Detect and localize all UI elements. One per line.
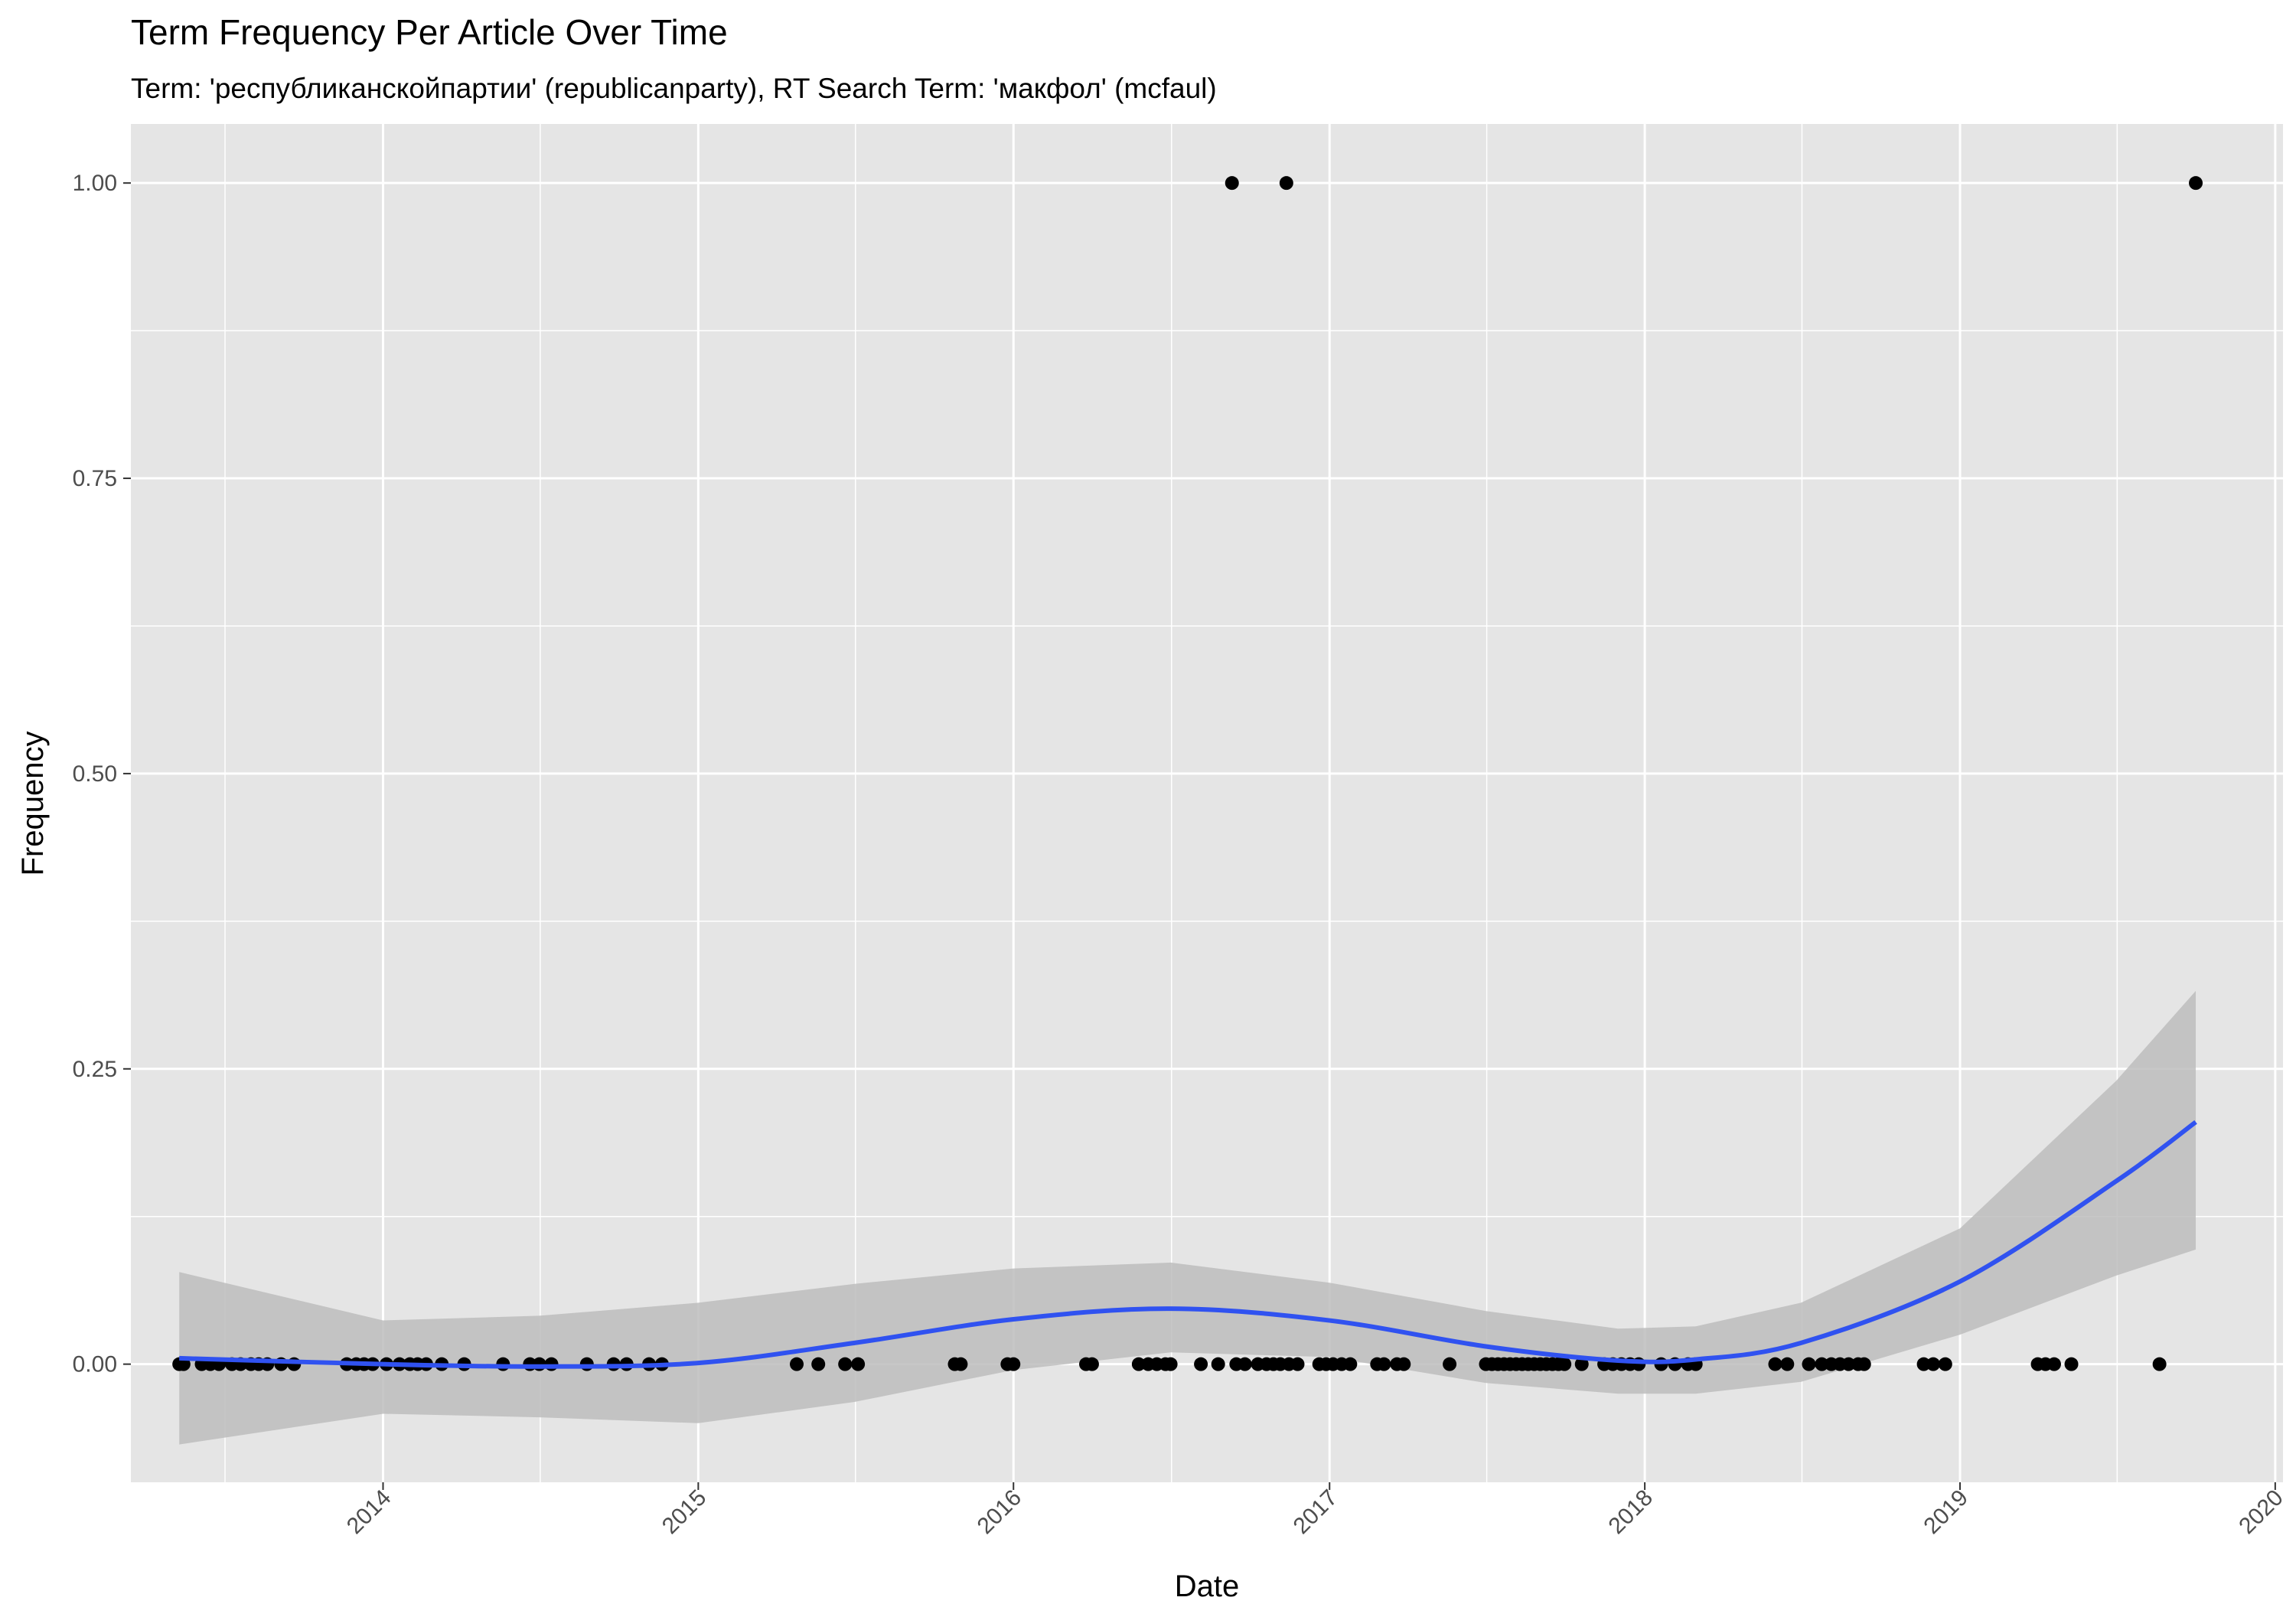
data-point xyxy=(1084,1357,1099,1371)
data-point xyxy=(544,1357,559,1371)
chart-subtitle: Term: 'республиканскойпартии' (republica… xyxy=(131,73,1217,104)
y-tick-label: 0.00 xyxy=(73,1352,117,1377)
data-point xyxy=(532,1357,546,1371)
smooth-trend-line xyxy=(179,1120,2197,1369)
data-point xyxy=(1238,1357,1252,1371)
data-point xyxy=(1443,1357,1457,1371)
data-point xyxy=(1211,1357,1225,1371)
data-point xyxy=(1938,1357,1952,1371)
y-tick-label: 1.00 xyxy=(73,171,117,196)
data-point xyxy=(1343,1357,1358,1371)
data-point xyxy=(1857,1357,1871,1371)
grid-lines xyxy=(131,124,2283,1513)
data-point xyxy=(1768,1357,1782,1371)
data-point xyxy=(2064,1357,2079,1371)
data-point xyxy=(2152,1357,2167,1371)
data-point xyxy=(1780,1357,1795,1371)
data-point xyxy=(2189,176,2203,191)
data-point xyxy=(2047,1357,2061,1371)
data-point xyxy=(851,1357,866,1371)
data-point xyxy=(1815,1357,1829,1371)
data-point xyxy=(1397,1357,1411,1371)
data-point xyxy=(1290,1357,1305,1371)
y-tick-label: 0.75 xyxy=(73,466,117,491)
data-point xyxy=(1131,1357,1146,1371)
data-point xyxy=(1225,176,1239,191)
y-tick-label: 0.25 xyxy=(73,1057,117,1082)
data-point xyxy=(1802,1357,1816,1371)
confidence-ribbon xyxy=(179,990,2197,1445)
data-point xyxy=(1557,1357,1572,1371)
data-point xyxy=(1926,1357,1940,1371)
data-point xyxy=(811,1357,826,1371)
data-point xyxy=(1916,1357,1931,1371)
data-point xyxy=(1574,1357,1589,1371)
data-point xyxy=(1279,176,1293,191)
data-point xyxy=(838,1357,853,1371)
data-point xyxy=(1006,1357,1021,1371)
x-axis-title: Date xyxy=(1175,1570,1240,1603)
data-point xyxy=(1841,1357,1856,1371)
y-axis-title: Frequency xyxy=(16,732,50,876)
data-point xyxy=(1163,1357,1178,1371)
chart-title: Term Frequency Per Article Over Time xyxy=(131,12,728,52)
data-point xyxy=(1194,1357,1208,1371)
data-point xyxy=(790,1357,804,1371)
data-point xyxy=(954,1357,968,1371)
data-point xyxy=(1377,1357,1391,1371)
y-tick-label: 0.50 xyxy=(73,761,117,787)
